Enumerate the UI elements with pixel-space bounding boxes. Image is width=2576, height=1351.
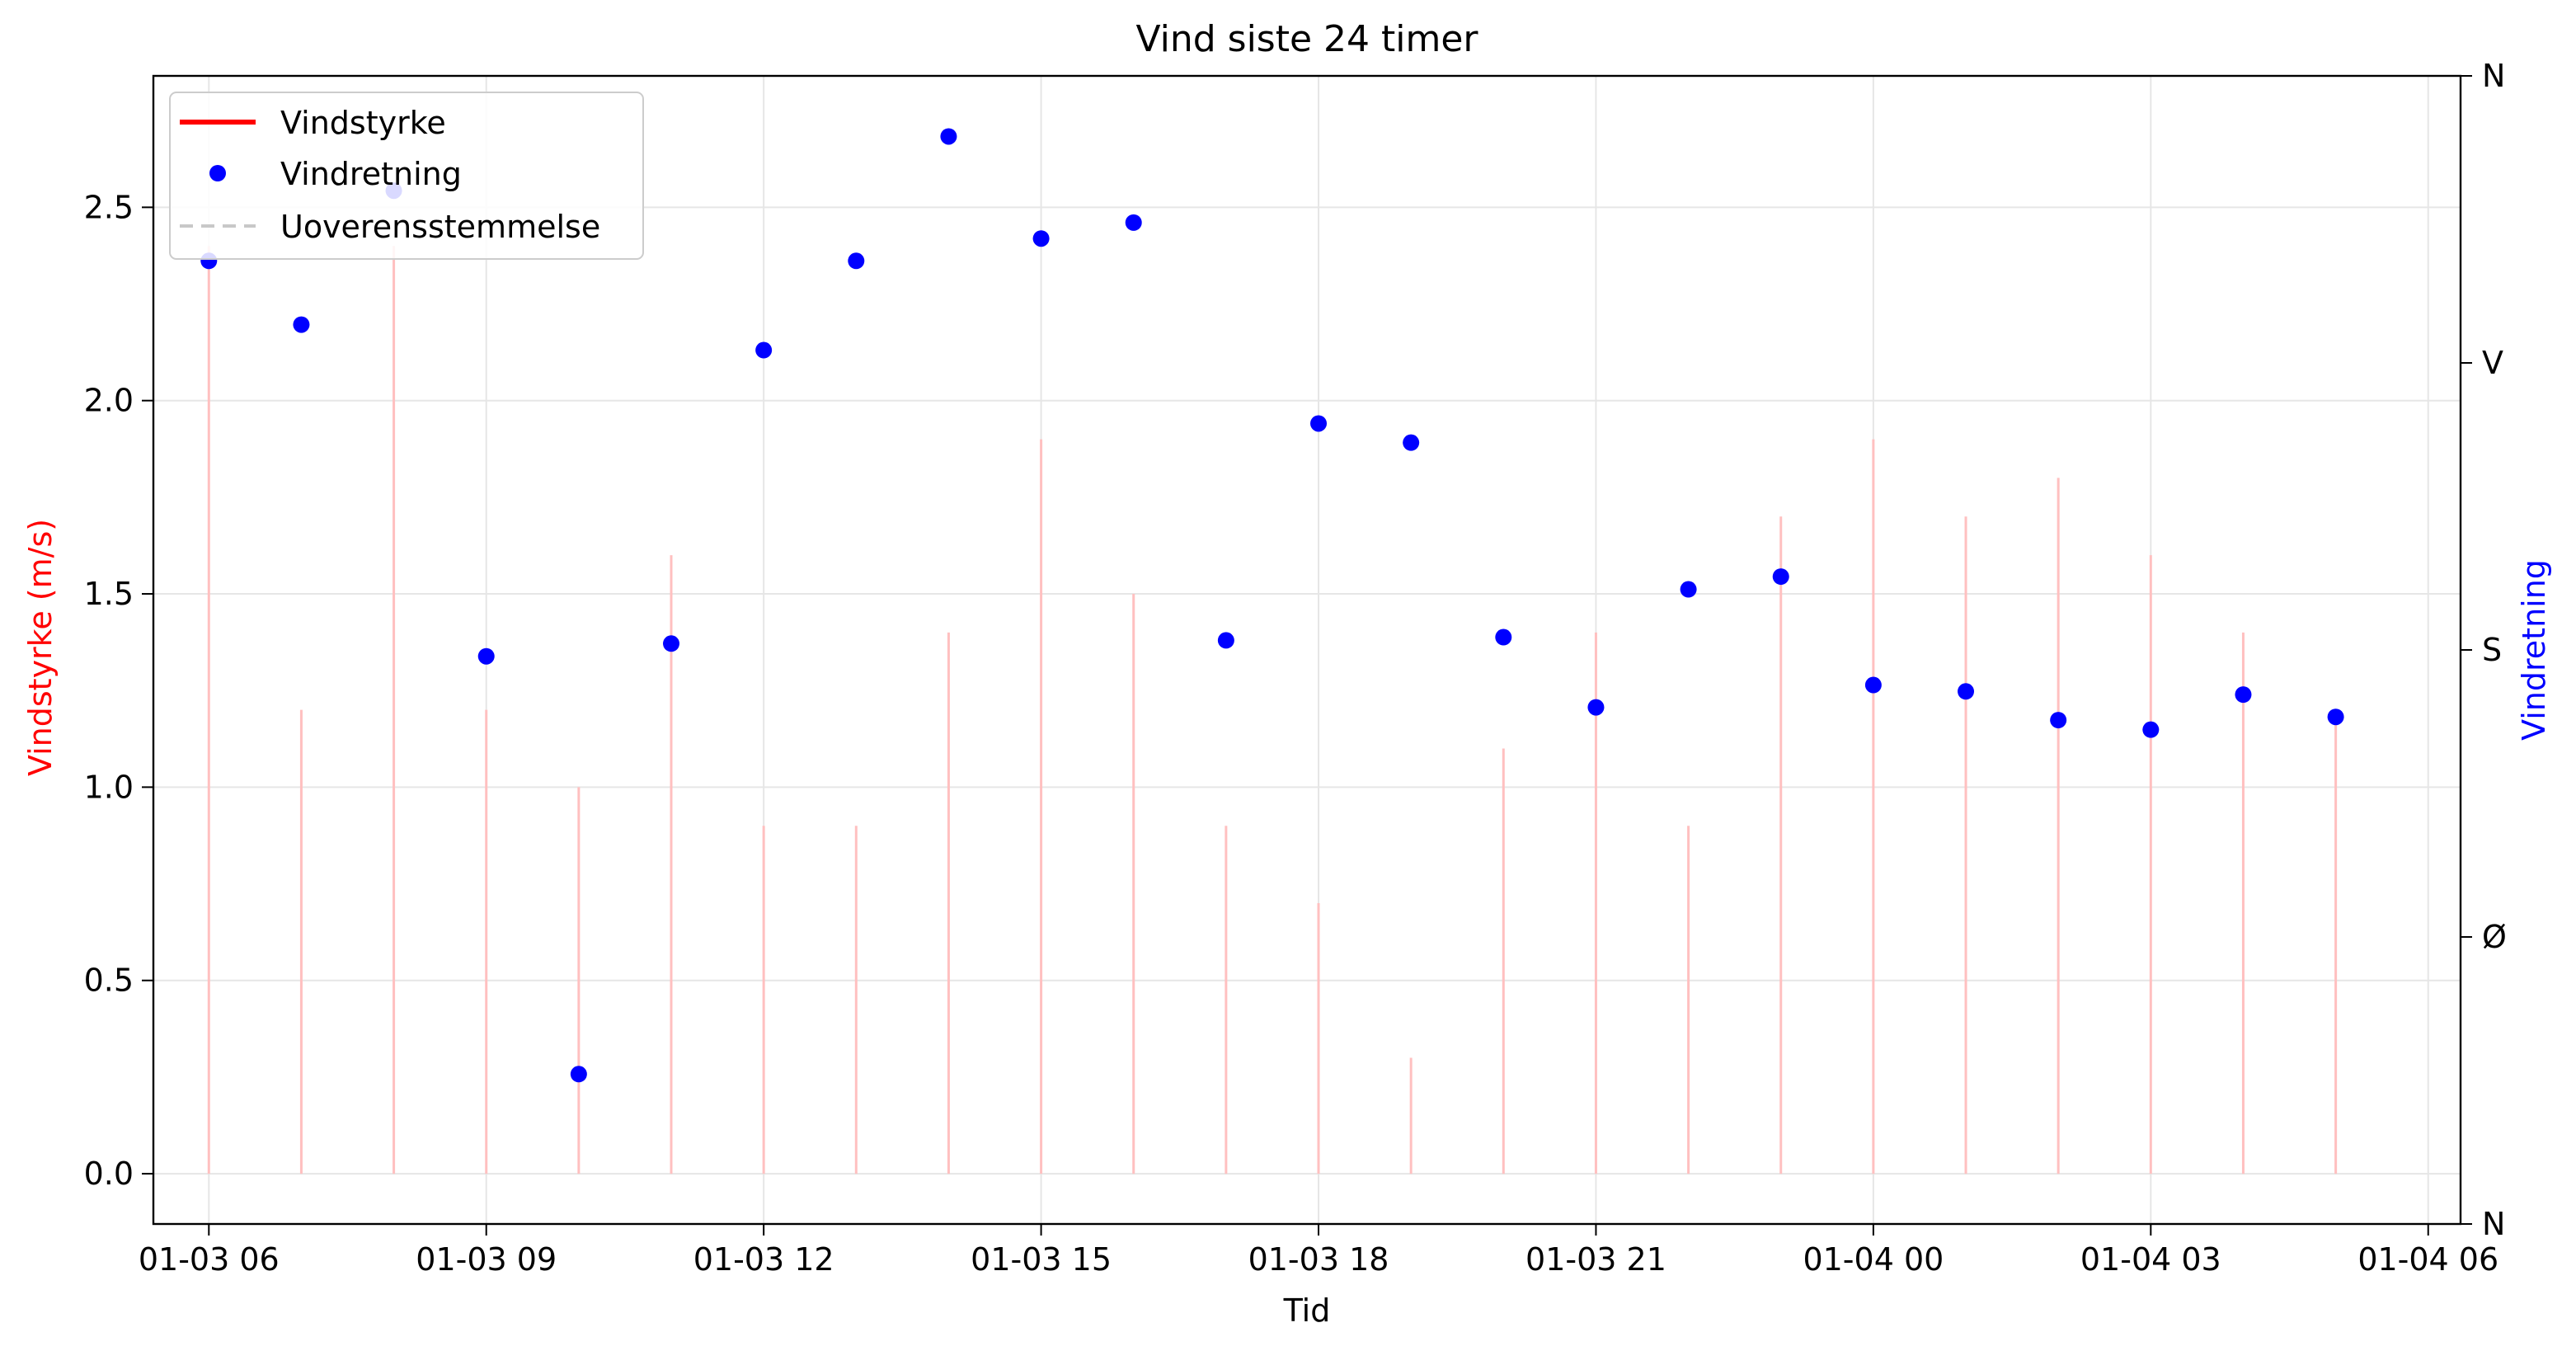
left-y-tick-label: 1.0 — [84, 769, 134, 805]
wind-direction-point — [293, 316, 310, 333]
right-y-tick-label: S — [2482, 632, 2502, 668]
legend-wind-direction-label: Vindretning — [280, 156, 462, 192]
x-tick-label: 01-03 18 — [1248, 1241, 1389, 1278]
x-axis-label: Tid — [1283, 1292, 1331, 1329]
wind-direction-point — [2050, 712, 2067, 729]
wind-direction-point — [477, 647, 495, 665]
wind-direction-point — [2142, 721, 2160, 738]
left-y-tick-label: 2.0 — [84, 383, 134, 419]
wind-direction-point — [1958, 683, 1975, 700]
right-y-tick-label: Ø — [2482, 919, 2507, 955]
wind-direction-point — [1587, 699, 1605, 716]
wind-direction-point — [570, 1066, 587, 1083]
left-y-tick-label: 1.5 — [84, 576, 134, 612]
x-tick-label: 01-04 00 — [1803, 1241, 1944, 1278]
x-tick-label: 01-03 12 — [693, 1241, 834, 1278]
wind-direction-point — [1217, 632, 1234, 649]
wind-direction-point — [1403, 434, 1420, 451]
left-y-tick-label: 2.5 — [84, 189, 134, 225]
left-y-tick-label: 0.5 — [84, 963, 134, 999]
wind-direction-point — [848, 252, 865, 270]
right-y-axis-label: Vindretning — [2516, 559, 2552, 741]
chart-title: Vind siste 24 timer — [1135, 18, 1478, 60]
wind-direction-point — [1310, 415, 1328, 432]
x-tick-label: 01-03 15 — [971, 1241, 1112, 1278]
x-tick-label: 01-04 06 — [2357, 1241, 2498, 1278]
wind-direction-point — [1495, 628, 1512, 646]
wind-direction-point — [663, 635, 680, 652]
wind-direction-point — [2327, 708, 2344, 726]
wind-direction-point — [940, 128, 957, 145]
grid — [153, 76, 2461, 1224]
left-y-axis-label: Vindstyrke (m/s) — [22, 519, 59, 776]
wind-direction-point — [1772, 568, 1789, 586]
right-y-axis-ticks: N Ø S V N — [2461, 58, 2507, 1242]
x-tick-label: 01-04 03 — [2080, 1241, 2221, 1278]
wind-direction-point — [1032, 230, 1050, 247]
legend-wind-speed-label: Vindstyrke — [280, 105, 446, 141]
x-axis-ticks: 01-03 06 01-03 09 01-03 12 01-03 15 01-03 18… — [139, 1224, 2498, 1278]
legend-box — [169, 92, 644, 260]
left-y-tick-label: 0.0 — [84, 1156, 134, 1192]
x-tick-label: 01-03 09 — [416, 1241, 557, 1278]
x-tick-label: 01-03 21 — [1525, 1241, 1666, 1278]
legend-mismatch-label: Uoverensstemmelse — [280, 209, 600, 245]
wind-direction-point — [755, 341, 773, 359]
right-y-tick-label: N — [2482, 1206, 2505, 1242]
wind-speed-stems — [207, 246, 2338, 1174]
wind-direction-point — [1864, 676, 1882, 694]
legend-wind-direction-swatch — [209, 165, 226, 181]
legend: Vindstyrke Vindretning Uoverensstemmelse — [169, 92, 644, 260]
x-tick-label: 01-03 06 — [139, 1241, 280, 1278]
wind-direction-point — [1125, 214, 1142, 231]
right-y-tick-label: N — [2482, 58, 2505, 94]
wind-direction-point — [2235, 686, 2252, 704]
right-y-tick-label: V — [2482, 345, 2503, 381]
left-y-axis-ticks: 0.0 0.5 1.0 1.5 2.0 2.5 — [84, 189, 153, 1192]
wind-direction-point — [1680, 581, 1697, 598]
